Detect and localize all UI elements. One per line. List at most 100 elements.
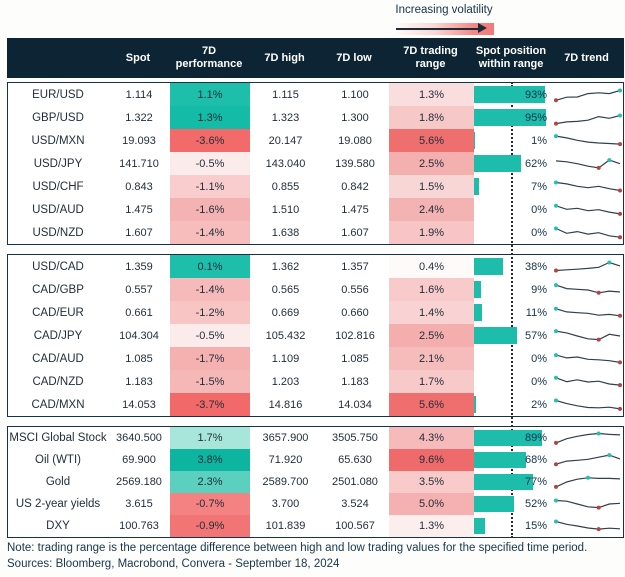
header-spot: Spot [125, 51, 151, 64]
spot-position-percent: 68% [524, 454, 547, 466]
perf-heatmap-cell: 1.7% [170, 427, 250, 449]
spot-position-bar [474, 474, 533, 490]
spot-position-percent: 1% [531, 134, 547, 147]
range-heatmap-cell: 5.0% [389, 493, 474, 515]
sparkline-max-dot [553, 498, 558, 503]
fifty-percent-dotted-line [511, 82, 513, 538]
sparkline-max-dot [553, 352, 558, 357]
low-value: 19.080 [338, 134, 372, 147]
table-row: CAD/NZD 1.183 -1.5% 1.203 1.183 1.7% 0% [8, 370, 623, 393]
spot-value: 1.475 [125, 203, 153, 216]
sparkline-7d-trend [553, 226, 622, 239]
table-row: USD/AUD 1.475 -1.6% 1.510 1.475 2.4% 0% [8, 198, 623, 221]
range-heatmap-cell: 1.6% [389, 278, 474, 301]
row-label: USD/MXN [31, 134, 85, 147]
spot-value: 1.085 [125, 352, 153, 365]
spot-value: 2569.180 [116, 476, 162, 488]
sparkline-max-dot [553, 519, 558, 524]
block-gap [7, 417, 624, 426]
trend-cell [550, 152, 625, 175]
spot-position-cell: 11% [474, 301, 550, 324]
perf-heatmap-cell: 3.8% [170, 449, 250, 471]
spot-position-percent: 57% [524, 329, 547, 342]
sparkline-min-dot [617, 359, 622, 364]
table-row: USD/CAD 1.359 0.1% 1.362 1.357 0.4% 38% [8, 255, 623, 278]
spot-position-cell: 38% [474, 255, 550, 278]
spot-position-cell: 0% [474, 370, 550, 393]
spot-value: 0.843 [125, 180, 153, 193]
sparkline-min-dot [617, 234, 622, 239]
spot-position-cell: 0% [474, 198, 550, 221]
spot-value: 19.093 [122, 134, 156, 147]
sparkline-min-dot [617, 211, 622, 216]
range-heatmap-cell: 9.6% [389, 449, 474, 471]
table-row: CAD/MXN 14.053 -3.7% 14.816 14.034 5.6% 2% [8, 393, 623, 416]
note-text: Note: trading range is the percentage di… [7, 542, 588, 554]
perf-heatmap-cell: -0.5% [170, 324, 250, 347]
table-row: GBP/USD 1.322 1.3% 1.323 1.300 1.8% 95% [8, 106, 623, 129]
trend-cell [550, 278, 625, 301]
perf-heatmap-cell: -1.4% [170, 221, 250, 244]
row-label: USD/CAD [32, 260, 84, 273]
spot-position-bar [474, 155, 522, 172]
range-heatmap-cell: 1.7% [389, 370, 474, 393]
spot-position-bar [474, 86, 545, 103]
low-value: 139.580 [335, 157, 375, 170]
table-block-cad-crosses: USD/CAD 1.359 0.1% 1.362 1.357 0.4% 38% CAD/GBP… [7, 254, 624, 417]
sparkline-max-dot [553, 375, 558, 380]
high-value: 101.839 [265, 520, 306, 532]
table-header-row: Spot 7D performance 7D high 7D low 7D tr… [7, 38, 624, 78]
high-value: 14.816 [268, 398, 303, 411]
low-value: 102.816 [335, 329, 375, 342]
perf-heatmap-cell: -1.1% [170, 175, 250, 198]
high-value: 1.323 [271, 111, 300, 124]
sparkline-max-dot [553, 203, 558, 208]
sparkline-min-dot [553, 121, 558, 126]
spot-position-cell: 9% [474, 278, 550, 301]
spot-position-percent: 52% [524, 498, 547, 510]
sparkline-min-dot [617, 406, 622, 411]
sparkline-7d-trend [553, 375, 622, 387]
sparkline-max-dot [617, 88, 622, 92]
sparkline-max-dot [585, 475, 590, 480]
low-value: 1.085 [341, 352, 369, 365]
spot-value: 141.710 [119, 157, 159, 170]
range-heatmap-cell: 1.3% [389, 515, 474, 537]
trend-cell [550, 427, 625, 449]
table-row: CAD/JPY 104.304 -0.5% 105.432 102.816 2.5% 57% [8, 324, 623, 347]
sparkline-max-dot [606, 157, 611, 162]
spot-value: 1.183 [125, 375, 153, 388]
spot-position-bar [474, 430, 542, 446]
row-label: USD/NZD [32, 226, 84, 239]
trend-cell [550, 370, 625, 393]
range-heatmap-cell: 5.6% [389, 129, 474, 152]
spot-position-percent: 11% [525, 306, 547, 319]
spot-position-cell: 57% [474, 324, 550, 347]
range-heatmap-cell: 4.3% [389, 427, 474, 449]
spot-position-cell: 89% [474, 427, 550, 449]
range-heatmap-cell: 2.1% [389, 347, 474, 370]
range-heatmap-cell: 2.5% [389, 324, 474, 347]
spot-position-bar [474, 178, 480, 195]
sparkline-7d-trend [553, 398, 622, 411]
spot-position-cell: 77% [474, 471, 550, 493]
low-value: 0.660 [341, 306, 369, 319]
header-7d-trading-range: 7D trading range [403, 45, 458, 70]
spot-value: 3.615 [125, 498, 153, 510]
trend-cell [550, 515, 625, 537]
low-value: 0.842 [341, 180, 369, 193]
header-7d-performance: 7D performance [175, 45, 243, 70]
sparkline-min-dot [596, 505, 601, 510]
high-value: 1.115 [272, 88, 299, 101]
perf-heatmap-cell: 0.1% [170, 255, 250, 278]
spot-position-cell: 7% [474, 175, 550, 198]
sparkline-min-dot [617, 313, 622, 318]
low-value: 0.556 [341, 283, 369, 296]
spot-value: 14.053 [122, 398, 156, 411]
row-label: USD/JPY [33, 157, 83, 170]
volatility-gradient-arrow-icon [394, 23, 494, 35]
sparkline-7d-trend [553, 475, 620, 489]
spot-value: 1.359 [125, 260, 153, 273]
spot-position-percent: 0% [531, 375, 547, 388]
spot-position-cell: 68% [474, 449, 550, 471]
